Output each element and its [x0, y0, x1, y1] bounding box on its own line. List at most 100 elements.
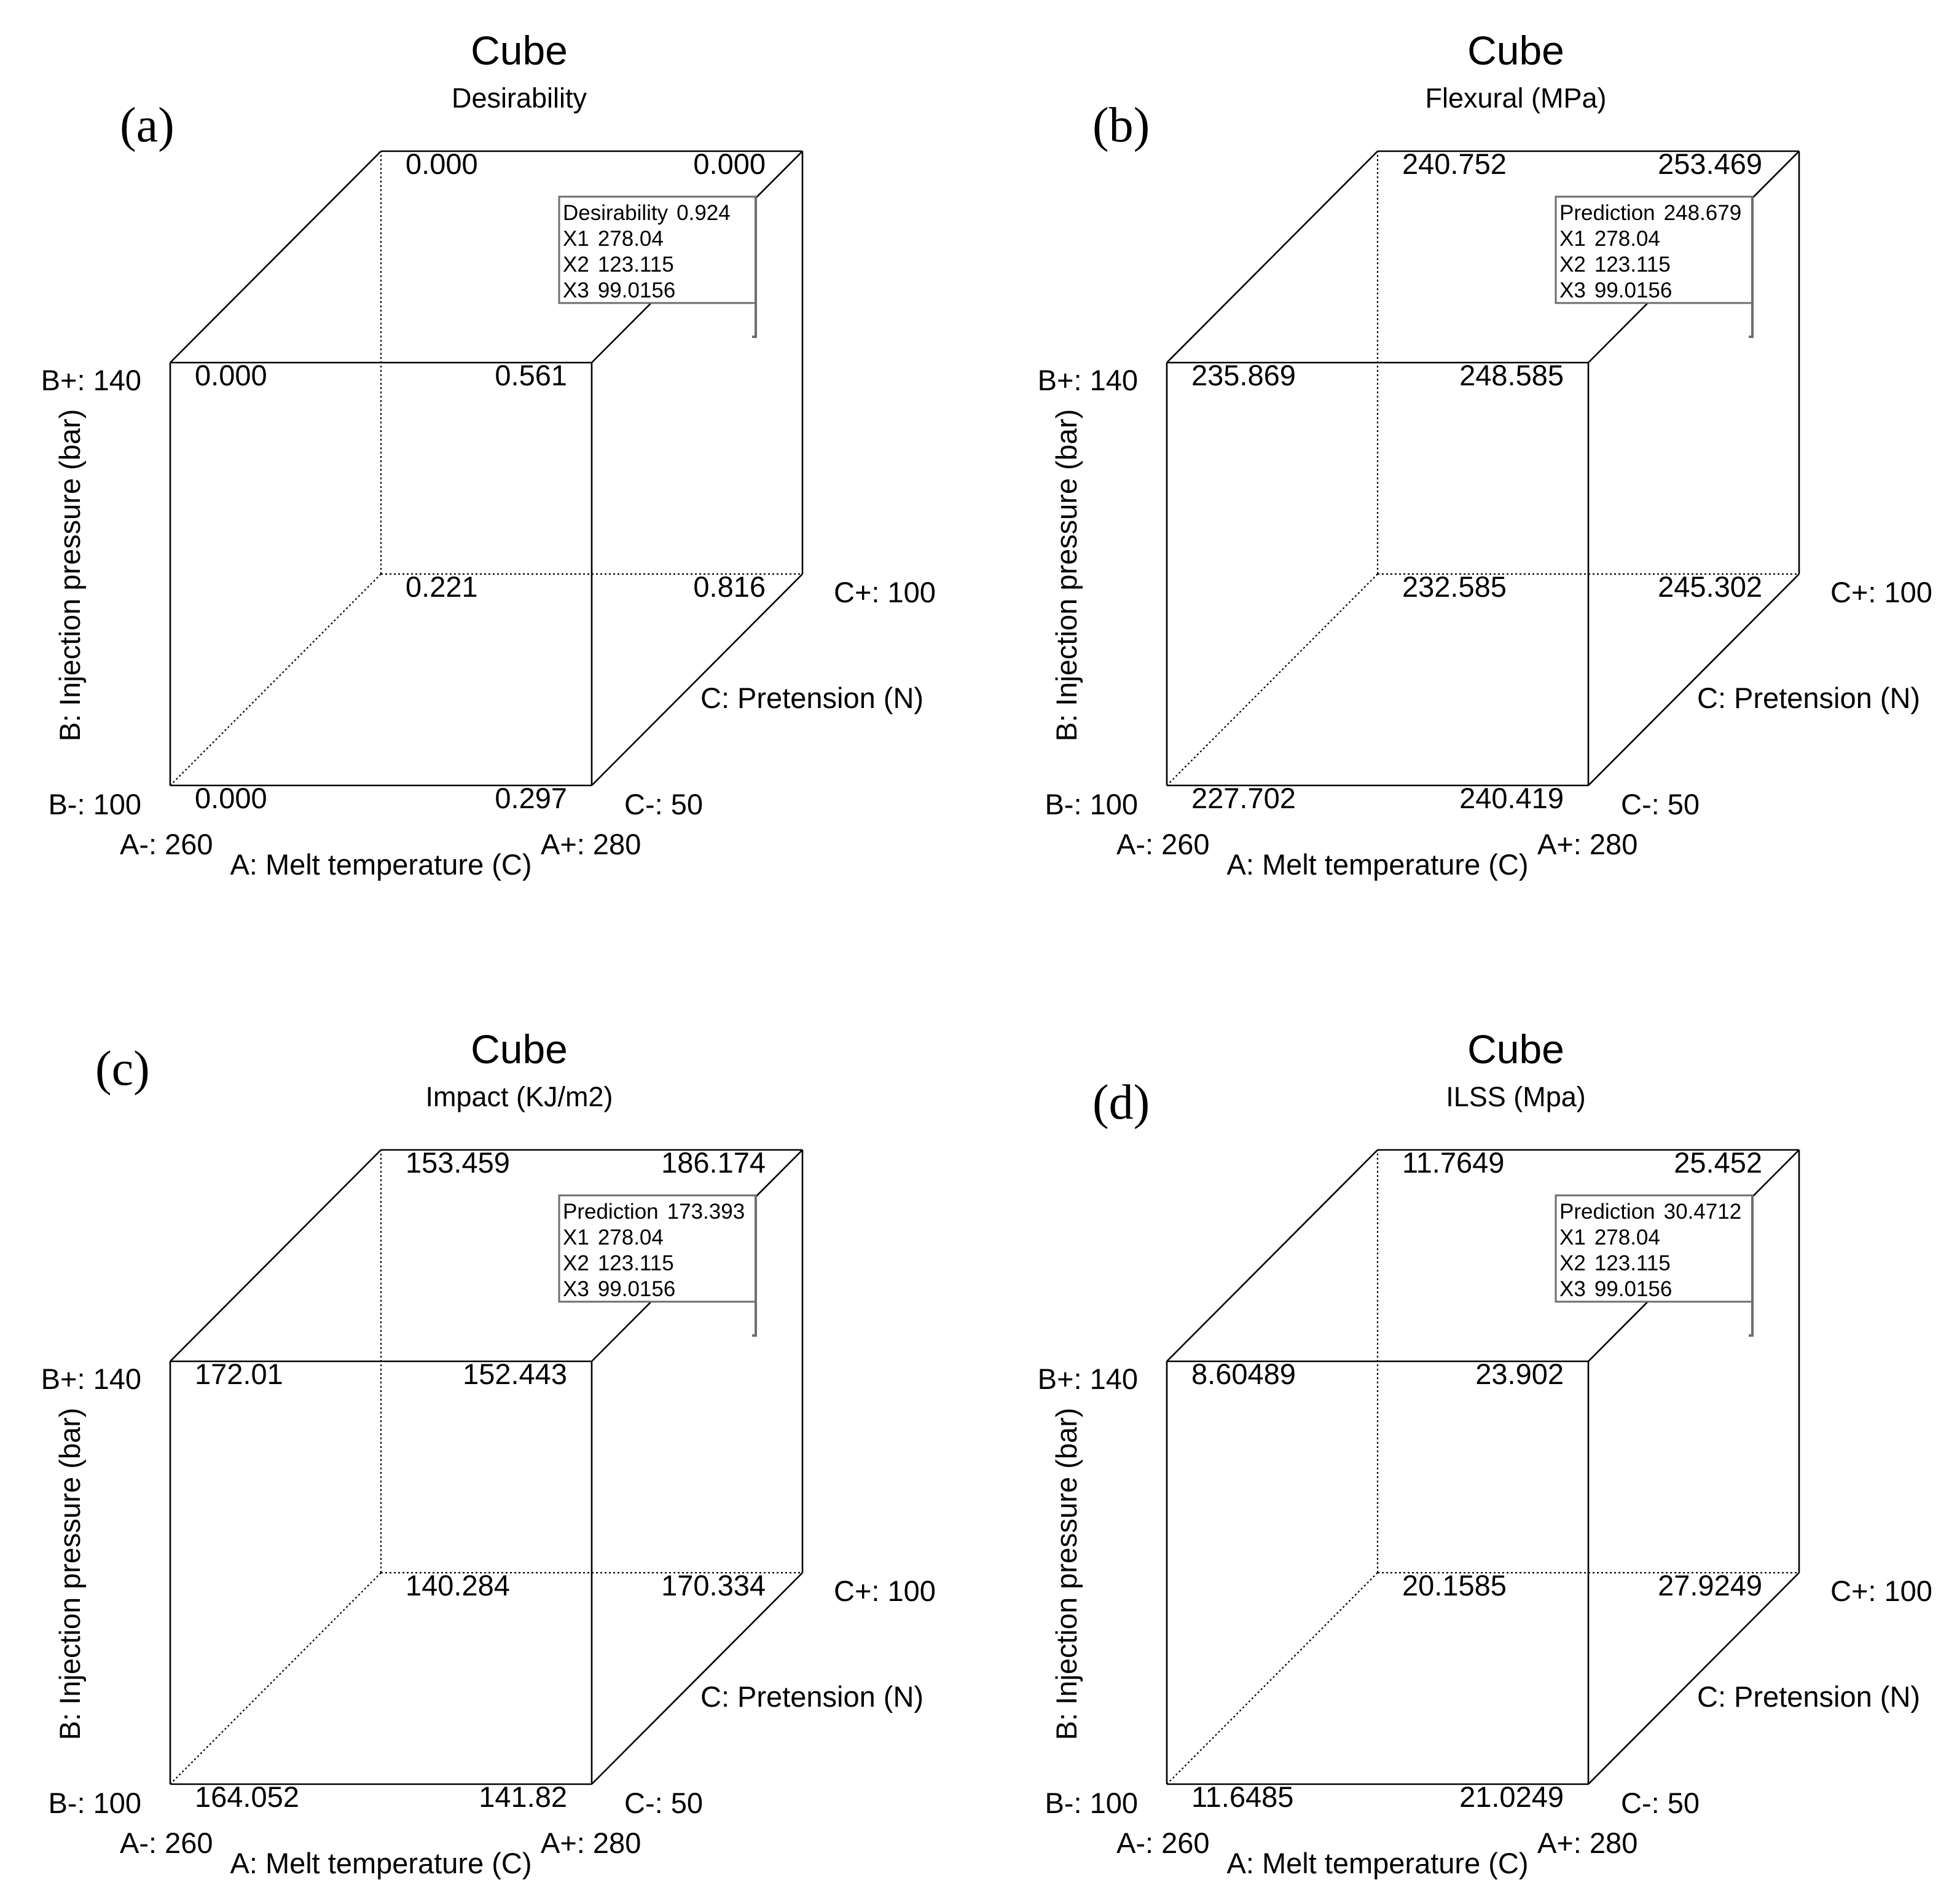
corner-value-a-high-b-low-c-high: 0.816 — [693, 570, 766, 603]
axis-label-b: B: Injection pressure (bar) — [53, 1408, 86, 1741]
axis-label-b: B: Injection pressure (bar) — [1050, 1408, 1083, 1741]
corner-value-a-high-b-high-c-low: 23.902 — [1475, 1358, 1564, 1390]
cube-edge — [1166, 1149, 1378, 1362]
prediction-row-value: 278.04 — [598, 227, 664, 251]
corner-value-a-high-b-high-c-high: 253.469 — [1658, 148, 1762, 180]
panel-title: Cube — [471, 1026, 568, 1072]
tick-b-low: B-: 100 — [1045, 788, 1138, 820]
cube-edge — [591, 573, 803, 786]
corner-value-a-high-b-high-c-low: 152.443 — [463, 1358, 567, 1390]
prediction-row-value: 99.0156 — [598, 1277, 676, 1301]
corner-value-a-high-b-low-c-low: 21.0249 — [1459, 1780, 1564, 1813]
corner-value-a-high-b-low-c-low: 240.419 — [1459, 782, 1564, 814]
prediction-row-value: 99.0156 — [1594, 1277, 1673, 1301]
prediction-row-value: 248.679 — [1664, 201, 1742, 225]
prediction-row-value: 123.115 — [598, 253, 674, 277]
prediction-row-value: 99.0156 — [1594, 278, 1673, 302]
axis-label-c: C: Pretension (N) — [1697, 1680, 1920, 1713]
panel-title: Cube — [1467, 1026, 1564, 1072]
panel-label: (c) — [95, 1042, 150, 1096]
prediction-row-value: 278.04 — [598, 1225, 664, 1249]
panel-label: (b) — [1092, 98, 1150, 152]
panel-label: (a) — [120, 98, 175, 152]
tick-a-high: A+: 280 — [1537, 828, 1637, 860]
cube-hidden-edge — [170, 1572, 382, 1785]
prediction-row-label: X2 — [563, 253, 589, 277]
tick-a-low: A-: 260 — [1116, 1827, 1210, 1859]
prediction-row-label: Prediction — [563, 1200, 659, 1224]
tick-b-low: B-: 100 — [48, 1787, 141, 1819]
tick-c-high: C+: 100 — [834, 1575, 936, 1607]
prediction-row-value: 30.4712 — [1664, 1200, 1742, 1224]
cube-edge — [170, 1149, 382, 1362]
prediction-row-label: X3 — [563, 278, 589, 302]
cube-edge — [591, 1572, 803, 1785]
prediction-box — [558, 195, 757, 304]
corner-value-a-high-b-low-c-high: 245.302 — [1658, 570, 1762, 603]
panel-subtitle: Desirability — [452, 82, 587, 114]
tick-b-high: B+: 140 — [1038, 1363, 1138, 1395]
tick-a-low: A-: 260 — [120, 1827, 213, 1859]
corner-value-a-high-b-low-c-high: 170.334 — [661, 1569, 766, 1602]
corner-value-a-low-b-low-c-high: 20.1585 — [1402, 1569, 1507, 1602]
panel-title: Cube — [471, 28, 568, 73]
corner-value-a-low-b-low-c-high: 232.585 — [1402, 570, 1507, 603]
tick-c-high: C+: 100 — [834, 576, 936, 608]
prediction-row-label: Desirability — [563, 201, 669, 225]
tick-a-low: A-: 260 — [1116, 828, 1210, 860]
prediction-row-label: X1 — [563, 227, 589, 251]
prediction-row-value: 123.115 — [598, 1251, 674, 1275]
corner-value-a-low-b-low-c-low: 0.000 — [195, 782, 267, 814]
corner-value-a-low-b-high-c-low: 0.000 — [195, 359, 267, 391]
tick-a-low: A-: 260 — [120, 828, 213, 860]
tick-a-high: A+: 280 — [541, 828, 641, 860]
prediction-row-label: X2 — [1559, 253, 1586, 277]
prediction-row-value: 173.393 — [667, 1200, 745, 1224]
corner-value-a-high-b-high-c-high: 186.174 — [661, 1146, 766, 1179]
prediction-box — [1555, 1194, 1754, 1303]
cube-edge — [1588, 573, 1800, 786]
tick-a-high: A+: 280 — [541, 1827, 641, 1859]
axis-label-b: B: Injection pressure (bar) — [53, 409, 86, 742]
corner-value-a-low-b-low-c-low: 164.052 — [195, 1780, 299, 1813]
corner-value-a-low-b-high-c-low: 8.60489 — [1191, 1358, 1296, 1390]
corner-value-a-high-b-high-c-low: 248.585 — [1459, 359, 1564, 391]
axis-label-a: A: Melt temperature (C) — [1226, 848, 1528, 881]
prediction-row-value: 0.924 — [677, 201, 731, 225]
corner-value-a-high-b-high-c-high: 0.000 — [693, 148, 766, 180]
tick-c-low: C-: 50 — [1621, 788, 1700, 820]
corner-value-a-low-b-high-c-high: 11.7649 — [1402, 1146, 1504, 1179]
corner-value-a-low-b-low-c-low: 227.702 — [1191, 782, 1296, 814]
prediction-row-label: X1 — [563, 1225, 589, 1249]
axis-label-c: C: Pretension (N) — [700, 682, 924, 714]
cube-panel-3: Cube Impact (KJ/m2) (c) Prediction 173.393 X1… — [41, 1026, 936, 1879]
corner-value-a-high-b-low-c-low: 0.297 — [495, 782, 567, 814]
tick-b-high: B+: 140 — [41, 1363, 141, 1395]
prediction-row-label: X3 — [1559, 1277, 1586, 1301]
tick-b-high: B+: 140 — [41, 364, 141, 396]
corner-value-a-low-b-high-c-low: 235.869 — [1191, 359, 1296, 391]
corner-value-a-low-b-high-c-high: 0.000 — [406, 148, 478, 180]
axis-label-c: C: Pretension (N) — [1697, 682, 1920, 714]
panel-subtitle: ILSS (Mpa) — [1446, 1081, 1586, 1112]
cube-hidden-edge — [170, 573, 382, 786]
axis-label-b: B: Injection pressure (bar) — [1050, 409, 1083, 742]
cube-panel-4: Cube ILSS (Mpa) (d) Prediction 30.4712 X1 278.… — [1038, 1026, 1932, 1879]
cube-panel-1: Cube Desirability (a) Desirability 0.924 X1 27… — [41, 28, 936, 881]
cube-hidden-edge — [1166, 573, 1378, 786]
tick-b-low: B-: 100 — [1045, 1787, 1138, 1819]
prediction-row-value: 123.115 — [1594, 253, 1671, 277]
tick-c-low: C-: 50 — [1621, 1787, 1700, 1819]
prediction-row-value: 99.0156 — [598, 278, 676, 302]
prediction-box — [1555, 195, 1754, 304]
corner-value-a-low-b-low-c-high: 140.284 — [406, 1569, 510, 1602]
prediction-row-value: 123.115 — [1594, 1251, 1671, 1275]
axis-label-c: C: Pretension (N) — [700, 1680, 924, 1713]
cube-edge — [1588, 1572, 1800, 1785]
panel-subtitle: Flexural (MPa) — [1425, 82, 1606, 114]
cube-edge — [170, 151, 382, 363]
axis-label-a: A: Melt temperature (C) — [230, 1847, 531, 1879]
prediction-row-label: Prediction — [1559, 201, 1655, 225]
tick-c-high: C+: 100 — [1830, 576, 1932, 608]
